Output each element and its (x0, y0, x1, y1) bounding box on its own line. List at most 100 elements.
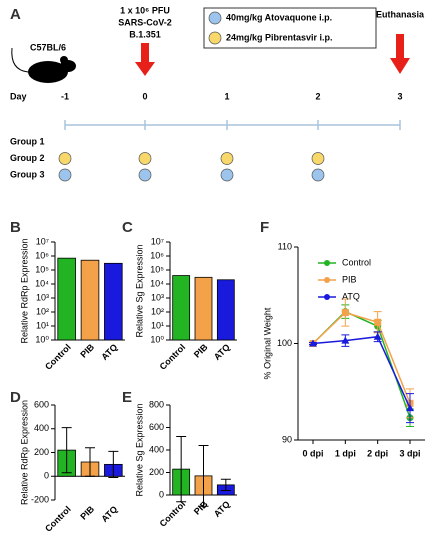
dose (138, 152, 152, 165)
y-tick-label: 100 (277, 338, 292, 348)
series-line (312, 335, 411, 409)
y-tick-label: 200 (149, 467, 164, 477)
dose (138, 168, 152, 182)
y-tick-label: 0 (159, 489, 164, 499)
legend-label: ATQ (342, 291, 360, 301)
x-tick-label: ATQ (212, 499, 232, 519)
x-tick-label: Control (43, 504, 73, 534)
point (309, 339, 317, 347)
y-tick-label: -200 (31, 494, 49, 504)
x-tick-label: ATQ (99, 342, 119, 362)
day: 2 (315, 91, 320, 101)
bar (172, 275, 191, 341)
x-tick-label: 3 dpi (399, 448, 420, 458)
arrow (390, 34, 410, 74)
y-tick-label: 10² (36, 306, 49, 316)
y-tick-label: 110 (278, 241, 292, 251)
x-tick-label: 2 dpi (367, 448, 388, 458)
series-line (312, 311, 411, 404)
mouse-icon (11, 47, 76, 83)
x-tick-label: ATQ (99, 504, 119, 524)
y-tick-label: 600 (34, 399, 49, 409)
x-tick-label: PIB (78, 504, 96, 522)
x-tick-label: Control (43, 342, 73, 372)
x-tick-label: ATQ (212, 342, 232, 362)
y-tick-label: 10³ (151, 292, 164, 302)
dose (311, 168, 325, 182)
y-tick-label: 0 (44, 471, 49, 481)
group-label: Group 3 (10, 169, 45, 179)
error-bar (198, 445, 209, 507)
legend-marker (324, 294, 330, 300)
error-bar (108, 450, 119, 478)
group-label: Group 1 (10, 136, 45, 146)
panel-label: E (122, 389, 132, 406)
day: 1 (224, 91, 229, 101)
legend-marker (324, 277, 330, 283)
day: 0 (142, 91, 147, 101)
inoculum: 1 x 10⁶ PFU (120, 5, 170, 15)
panel-label: D (10, 389, 21, 406)
y-axis-label: Relative Sg Expression (134, 403, 144, 496)
y-tick-label: 10⁷ (151, 236, 164, 246)
x-tick-label: PIB (78, 342, 96, 360)
point (373, 332, 382, 340)
x-tick-label: PIB (192, 499, 210, 517)
y-tick-label: 10⁴ (150, 278, 164, 288)
x-tick-label: Control (158, 342, 188, 372)
x-tick-label: Control (158, 499, 188, 529)
day: 3 (397, 91, 402, 101)
series-line (312, 310, 411, 419)
y-axis-label: Relative RdRp Expression (19, 238, 29, 343)
y-axis-label: Relative RdRp Expression (19, 400, 29, 505)
bar (80, 259, 100, 341)
day: -1 (61, 91, 69, 101)
y-tick-label: 400 (149, 444, 164, 454)
group-label: Group 2 (10, 153, 45, 163)
bar (216, 279, 235, 341)
arrow (135, 43, 155, 76)
y-tick-label: 90 (282, 434, 292, 444)
y-tick-label: 10³ (36, 292, 49, 302)
y-tick-label: 10¹ (36, 320, 49, 330)
point (406, 404, 414, 412)
legend-swatch (208, 11, 222, 25)
legend-label: 24mg/kg Pibrentasvir i.p. (226, 32, 333, 42)
panel-label: A (10, 6, 21, 23)
x-tick-label: PIB (192, 342, 210, 360)
y-tick-label: 10⁶ (35, 250, 49, 260)
y-tick-label: 10⁰ (35, 334, 49, 344)
y-tick-label: 10² (151, 306, 164, 316)
bar (104, 262, 123, 341)
bar (57, 257, 76, 341)
panel-label: F (260, 219, 269, 236)
dose (220, 168, 234, 182)
y-tick-label: 10⁰ (150, 334, 164, 344)
strain: C57BL/6 (30, 42, 66, 52)
y-tick-label: 800 (149, 399, 164, 409)
legend-label: 40mg/kg Atovaquone i.p. (226, 12, 332, 22)
inoculum: SARS-CoV-2 (118, 17, 172, 27)
legend-label: PIB (342, 274, 357, 284)
error-bar (61, 427, 72, 474)
y-axis-label: % Original Weight (262, 307, 272, 379)
y-tick-label: 10⁵ (35, 264, 49, 274)
error-bar (85, 447, 95, 477)
x-tick-label: 0 dpi (302, 448, 323, 458)
endpoint: Euthanasia (376, 9, 425, 19)
legend-marker (324, 260, 330, 266)
dose (220, 152, 234, 165)
y-tick-label: 10¹ (151, 320, 164, 330)
inoculum: B.1.351 (129, 29, 161, 39)
dose (58, 168, 72, 182)
legend-label: Control (342, 257, 371, 267)
y-tick-label: 400 (34, 423, 49, 433)
legend-box (203, 7, 377, 49)
y-tick-label: 10⁴ (35, 278, 49, 288)
bar (194, 276, 213, 341)
error-bar (176, 436, 187, 503)
error-bar (220, 478, 231, 491)
panel-label: B (10, 219, 21, 236)
point (341, 309, 349, 317)
